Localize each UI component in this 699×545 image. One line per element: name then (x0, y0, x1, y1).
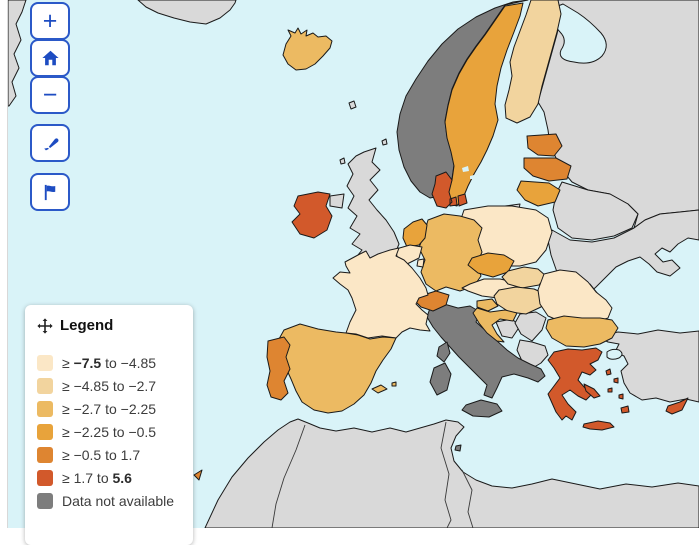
country-portugal[interactable] (266, 336, 291, 401)
country-ireland[interactable] (291, 191, 333, 239)
flag-icon (44, 184, 55, 200)
legend-item: ≥ −4.85 to −2.7 (37, 377, 181, 394)
legend-item: ≥ −2.7 to −2.25 (37, 400, 181, 417)
map-controls: + − (30, 2, 70, 211)
home-button[interactable] (30, 39, 70, 77)
country-turkey[interactable] (599, 329, 699, 403)
country-cyprus[interactable] (665, 397, 689, 415)
africa-internal-borders (271, 421, 474, 528)
region-north-africa[interactable] (204, 418, 699, 528)
country-germany[interactable] (418, 213, 483, 292)
legend-label: ≥ −2.25 to −0.5 (62, 423, 157, 440)
europe-choropleth-map[interactable] (8, 0, 699, 528)
country-croatia[interactable] (472, 307, 518, 343)
legend-swatch (37, 354, 53, 371)
highlighter-icon (43, 137, 58, 150)
country-latvia[interactable] (523, 157, 572, 182)
plus-icon: + (42, 6, 58, 35)
country-slovenia[interactable] (476, 298, 499, 312)
island-madeira[interactable] (193, 469, 203, 481)
country-slovakia[interactable] (501, 266, 547, 289)
legend-item: ≥ 1.7 to 5.6 (37, 469, 181, 486)
country-spain[interactable] (278, 323, 397, 414)
legend-label: ≥ −7.5 to −4.85 (62, 354, 157, 371)
legend-items: ≥ −7.5 to −4.85 ≥ −4.85 to −2.7 ≥ −2.7 to … (37, 354, 181, 509)
legend-swatch (37, 469, 53, 486)
country-faroe-islands[interactable] (348, 100, 357, 110)
country-sweden[interactable] (444, 2, 524, 207)
page-left-margin (0, 0, 8, 528)
country-bulgaria[interactable] (545, 315, 619, 348)
country-hungary[interactable] (493, 286, 546, 315)
swedish-lakes (462, 166, 474, 179)
legend-item: ≥ −7.5 to −4.85 (37, 354, 181, 371)
flag-button[interactable] (30, 173, 70, 211)
islands-balearics[interactable] (371, 381, 397, 394)
legend-swatch (37, 400, 53, 417)
legend-header: Legend (37, 317, 181, 334)
legend-swatch (37, 423, 53, 440)
legend-title: Legend (60, 317, 114, 334)
country-france[interactable] (332, 247, 431, 339)
sea-of-marmara (606, 348, 623, 360)
country-italy[interactable] (426, 303, 546, 418)
legend-label: Data not available (62, 492, 175, 509)
country-malta[interactable] (454, 444, 462, 452)
legend-panel[interactable]: Legend ≥ −7.5 to −4.85 ≥ −4.85 to −2.7 ≥ −… (25, 305, 193, 545)
legend-label: ≥ −4.85 to −2.7 (62, 377, 157, 394)
legend-item: ≥ −0.5 to 1.7 (37, 446, 181, 463)
legend-swatch (37, 377, 53, 394)
country-iceland[interactable] (282, 27, 333, 71)
legend-label: ≥ −2.7 to −2.25 (62, 400, 157, 417)
legend-item: ≥ −2.25 to −0.5 (37, 423, 181, 440)
zoom-out-button[interactable]: − (30, 76, 70, 114)
country-greece[interactable] (547, 347, 615, 431)
home-icon (41, 50, 59, 66)
legend-swatch (37, 492, 53, 509)
country-estonia[interactable] (526, 133, 563, 157)
islands-aegean[interactable] (583, 368, 630, 414)
legend-item: Data not available (37, 492, 181, 509)
country-finland[interactable] (504, 0, 562, 124)
legend-label: ≥ −0.5 to 1.7 (62, 446, 141, 463)
zoom-in-button[interactable]: + (30, 2, 70, 40)
legend-label: ≥ 1.7 to 5.6 (62, 469, 132, 486)
country-serbia[interactable] (514, 311, 547, 342)
country-west-edge-land[interactable] (8, 0, 27, 107)
highlight-button[interactable] (30, 124, 70, 162)
country-netherlands[interactable] (402, 218, 428, 248)
country-belarus[interactable] (552, 181, 639, 241)
island-corsica[interactable] (436, 341, 451, 363)
country-lithuania[interactable] (516, 180, 561, 207)
legend-swatch (37, 446, 53, 463)
country-romania[interactable] (537, 269, 613, 325)
country-greenland[interactable] (137, 0, 237, 25)
move-icon[interactable] (37, 317, 53, 334)
country-luxembourg[interactable] (416, 258, 425, 268)
white-sea (554, 3, 607, 64)
country-denmark[interactable] (431, 171, 468, 209)
minus-icon: − (42, 80, 58, 109)
